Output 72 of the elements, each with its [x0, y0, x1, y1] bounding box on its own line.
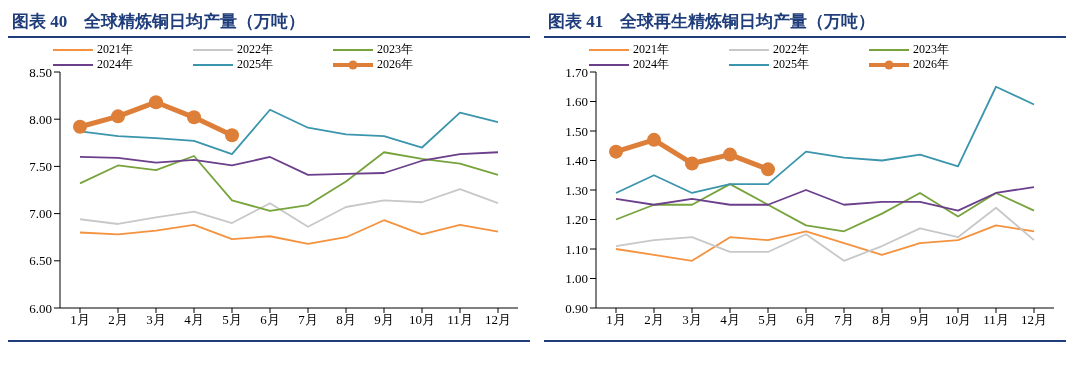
x-tick-label: 2月: [108, 312, 128, 328]
x-tick-label: 11月: [447, 312, 473, 328]
chart-title: 图表 41 全球再生精炼铜日均产量（万吨）: [544, 8, 1066, 38]
y-tick-label: 1.60: [565, 94, 588, 110]
x-tick-label: 6月: [796, 312, 816, 328]
legend-label: 2022年: [237, 41, 273, 58]
legend-label: 2023年: [377, 41, 413, 58]
x-tick-label: 12月: [485, 312, 511, 328]
x-tick-label: 6月: [260, 312, 280, 328]
point: [685, 156, 699, 171]
y-tick-label: 8.00: [29, 111, 52, 127]
x-tick-label: 10月: [409, 312, 435, 328]
legend-label: 2022年: [773, 41, 809, 58]
y-tick-label: 0.90: [565, 300, 588, 316]
y-tick-label: 1.50: [565, 123, 588, 139]
x-tick-label: 9月: [374, 312, 394, 328]
x-tick-label: 2月: [644, 312, 664, 328]
point: [111, 109, 125, 124]
x-tick-label: 3月: [682, 312, 702, 328]
x-tick-label: 8月: [336, 312, 356, 328]
x-tick-label: 8月: [872, 312, 892, 328]
point: [187, 110, 201, 125]
line-series: [79, 151, 499, 212]
x-tick-label: 7月: [298, 312, 318, 328]
y-tick-label: 1.00: [565, 271, 588, 287]
y-tick-label: 8.50: [29, 64, 52, 80]
point: [723, 147, 737, 162]
x-tick-label: 3月: [146, 312, 166, 328]
legend-label: 2026年: [377, 56, 413, 73]
legend-label: 2024年: [633, 56, 669, 73]
x-tick-label: 5月: [222, 312, 242, 328]
x-tick-label: 10月: [945, 312, 971, 328]
line-series: [615, 224, 1035, 262]
line-series: [615, 183, 1035, 233]
x-tick-label: 11月: [983, 312, 1009, 328]
x-tick-label: 9月: [910, 312, 930, 328]
legend-label: 2021年: [633, 41, 669, 58]
line-series: [79, 188, 499, 228]
point: [761, 162, 775, 177]
x-tick-label: 1月: [606, 312, 626, 328]
point: [149, 95, 163, 110]
legend-label: 2025年: [773, 56, 809, 73]
point: [73, 119, 87, 134]
point: [609, 144, 623, 159]
line-series: [79, 151, 499, 176]
y-tick-label: 1.30: [565, 182, 588, 198]
y-tick-label: 1.10: [565, 241, 588, 257]
x-tick-label: 7月: [834, 312, 854, 328]
x-tick-label: 4月: [720, 312, 740, 328]
y-tick-label: 1.70: [565, 64, 588, 80]
y-tick-label: 6.00: [29, 300, 52, 316]
point: [225, 128, 239, 143]
y-tick-label: 6.50: [29, 253, 52, 269]
line-series: [615, 206, 1035, 262]
line-series: [615, 85, 1035, 194]
legend-label: 2026年: [913, 56, 949, 73]
y-tick-label: 1.20: [565, 212, 588, 228]
chart-title: 图表 40 全球精炼铜日均产量（万吨）: [8, 8, 530, 38]
line-series: [79, 219, 499, 245]
legend-label: 2021年: [97, 41, 133, 58]
y-tick-label: 1.40: [565, 153, 588, 169]
x-tick-label: 5月: [758, 312, 778, 328]
x-tick-label: 4月: [184, 312, 204, 328]
x-tick-label: 1月: [70, 312, 90, 328]
legend-label: 2023年: [913, 41, 949, 58]
legend-label: 2024年: [97, 56, 133, 73]
legend-label: 2025年: [237, 56, 273, 73]
x-tick-label: 12月: [1021, 312, 1047, 328]
y-tick-label: 7.50: [29, 159, 52, 175]
line-series: [615, 186, 1035, 212]
y-tick-label: 7.00: [29, 206, 52, 222]
point: [647, 132, 661, 147]
